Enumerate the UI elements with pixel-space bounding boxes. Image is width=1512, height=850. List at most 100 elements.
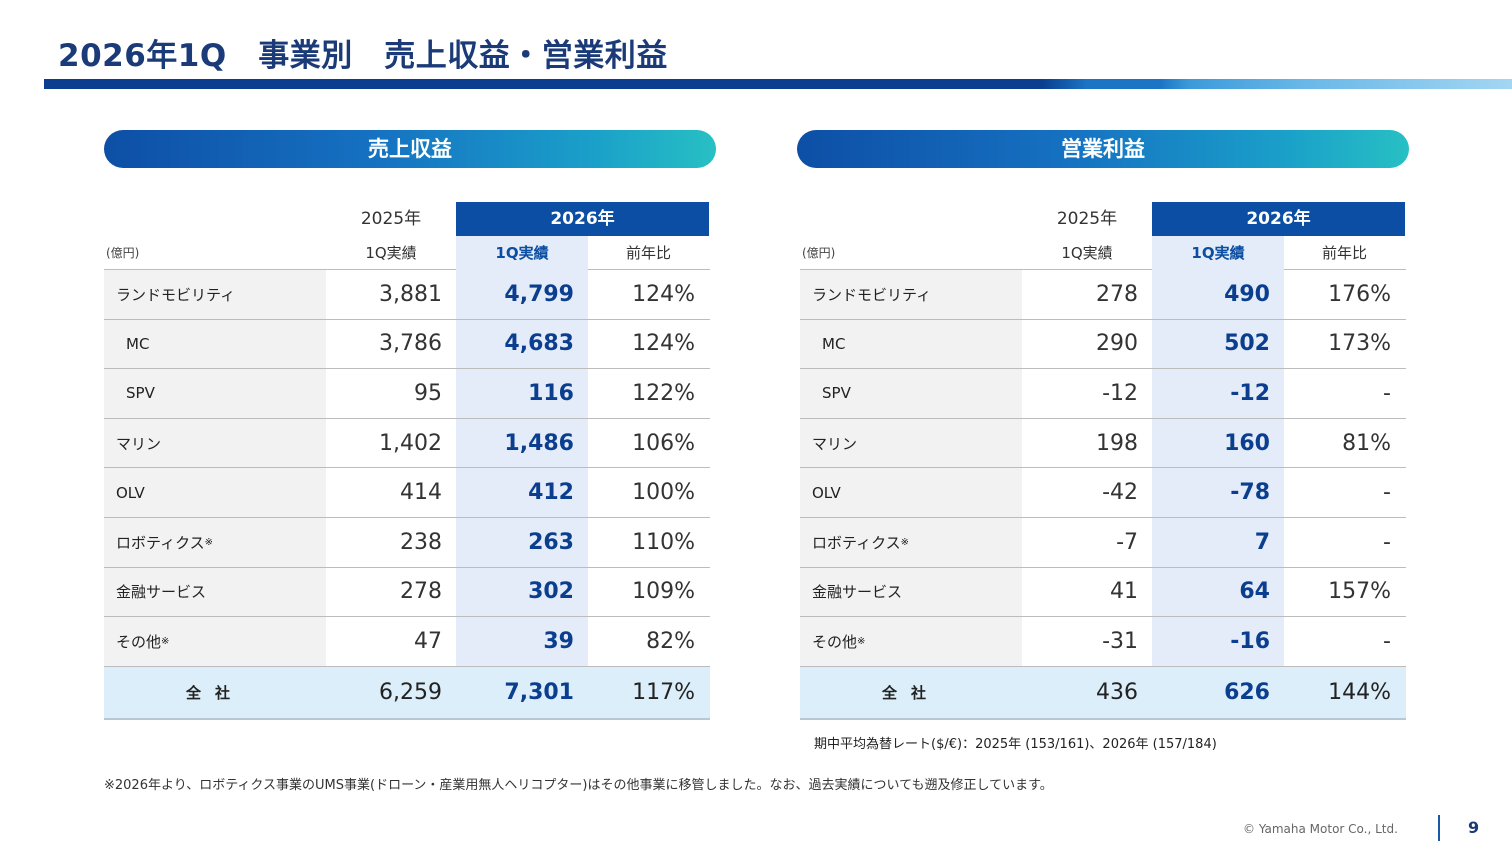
sales-row: ランドモビリティ 3,881 4,799 124%	[104, 270, 710, 320]
sales-row: OLV 414 412 100%	[104, 468, 710, 518]
sales-year-prev: 2025年	[360, 209, 422, 229]
profit-total-row: 全社 436 626 144%	[800, 666, 1406, 720]
sales-row: MC 3,786 4,683 124%	[104, 319, 710, 370]
sales-sub-ratio: 前年比	[625, 244, 671, 262]
sales-row-label-text: マリン	[116, 434, 162, 453]
profit-row: SPV -12 -12 -	[800, 369, 1406, 419]
profit-row-label-text: 金融サービス	[812, 583, 903, 602]
profit-row-cur: 160	[1152, 418, 1284, 468]
profit-row-label: マリン	[800, 418, 1022, 468]
fx-rate-note: 期中平均為替レート($/€)：2025年 (153/161)、2026年 (15…	[814, 737, 1217, 752]
sales-row-label: 金融サービス	[104, 567, 326, 617]
profit-row-ratio: 81%	[1342, 430, 1391, 456]
sales-row-ratio: 109%	[632, 579, 695, 605]
profit-row-label-text: その他	[812, 632, 858, 651]
sales-panel: 売上収益 2025年 2026年 (億円) 1Q実績 1Q実績 前年比 ランドモ…	[104, 130, 716, 720]
sales-row-ratio: 106%	[632, 430, 695, 456]
sales-row-label-text: その他	[116, 632, 162, 651]
profit-heading: 営業利益	[797, 130, 1409, 168]
profit-row-cur: 502	[1152, 319, 1284, 369]
profit-row-label-mark: ※	[857, 635, 866, 647]
sales-row-prev: 414	[400, 480, 442, 506]
sales-row: 金融サービス 278 302 109%	[104, 567, 710, 618]
sales-row-prev: 47	[414, 628, 442, 654]
sales-row-label-text: ランドモビリティ	[116, 285, 236, 304]
profit-row-prev: -7	[1116, 529, 1138, 555]
profit-year-prev: 2025年	[1056, 209, 1118, 229]
profit-row: その他 ※ -31 -16 -	[800, 617, 1406, 667]
sales-unit-label: (億円)	[106, 246, 140, 260]
profit-row-cur: -16	[1152, 617, 1284, 666]
profit-row-label: SPV	[800, 369, 1022, 418]
page-number: 9	[1468, 818, 1480, 837]
profit-row-prev: -42	[1102, 480, 1138, 506]
profit-row-label: MC	[800, 319, 1022, 369]
profit-row-prev: -31	[1102, 628, 1138, 654]
sales-row-label-mark: ※	[161, 635, 170, 647]
profit-sub-prev: 1Q実績	[1061, 244, 1113, 262]
profit-row-cur: -12	[1152, 369, 1284, 418]
profit-row: OLV -42 -78 -	[800, 468, 1406, 518]
sales-row-prev: 95	[414, 380, 442, 406]
sales-row-prev: 3,881	[379, 281, 442, 307]
profit-row-cur: -78	[1152, 468, 1284, 517]
sales-row-cur: 1,486	[456, 418, 588, 468]
profit-row-prev: 41	[1110, 579, 1138, 605]
profit-total-prev: 436	[1096, 679, 1138, 705]
profit-row-label-text: MC	[822, 334, 846, 353]
sales-row-label: MC	[104, 319, 326, 369]
profit-row-label: ランドモビリティ	[800, 270, 1022, 319]
page-title: 2026年1Q 事業別 売上収益・営業利益	[58, 38, 668, 74]
sales-heading: 売上収益	[104, 130, 716, 168]
profit-row: MC 290 502 173%	[800, 319, 1406, 370]
profit-row-ratio: -	[1383, 529, 1391, 555]
profit-row-label: その他 ※	[800, 617, 1022, 666]
profit-row-label: ロボティクス ※	[800, 517, 1022, 567]
profit-total-cur: 626	[1224, 679, 1270, 705]
profit-total-label: 全社	[881, 683, 940, 702]
sales-year-cur: 2026年	[456, 202, 709, 236]
sales-row-ratio: 124%	[632, 331, 695, 357]
sales-row-label: OLV	[104, 468, 326, 517]
sales-row-label-text: 金融サービス	[116, 583, 207, 602]
sales-total-ratio: 117%	[632, 679, 695, 705]
profit-row-ratio: -	[1383, 628, 1391, 654]
profit-row-ratio: -	[1383, 380, 1391, 406]
profit-row-label-text: マリン	[812, 434, 858, 453]
profit-total-ratio: 144%	[1328, 679, 1391, 705]
profit-row: マリン 198 160 81%	[800, 418, 1406, 469]
sales-row-prev: 238	[400, 529, 442, 555]
sales-row-label-text: MC	[126, 334, 150, 353]
sales-row-label-mark: ※	[204, 536, 214, 548]
sales-row-label: マリン	[104, 418, 326, 468]
profit-row-label-text: ロボティクス	[812, 533, 901, 552]
sales-sub-header: (億円) 1Q実績 1Q実績 前年比	[104, 236, 710, 270]
sales-row-label-text: OLV	[116, 483, 145, 502]
profit-row-cur: 490	[1152, 270, 1284, 319]
sales-row: その他 ※ 47 39 82%	[104, 617, 710, 667]
profit-row-cur: 64	[1152, 567, 1284, 617]
sales-row-ratio: 124%	[632, 281, 695, 307]
sales-row-ratio: 82%	[646, 628, 695, 654]
profit-sub-cur: 1Q実績	[1152, 236, 1284, 270]
sales-row-ratio: 122%	[632, 380, 695, 406]
sales-row-label-text: SPV	[126, 384, 155, 403]
footer-divider	[1438, 815, 1440, 841]
profit-row-ratio: 157%	[1328, 579, 1391, 605]
profit-row-prev: 290	[1096, 331, 1138, 357]
sales-row-ratio: 100%	[632, 480, 695, 506]
sales-row-prev: 278	[400, 579, 442, 605]
sales-row-label: ランドモビリティ	[104, 270, 326, 319]
profit-sub-header: (億円) 1Q実績 1Q実績 前年比	[800, 236, 1406, 270]
sales-row: SPV 95 116 122%	[104, 369, 710, 419]
profit-year-cur: 2026年	[1152, 202, 1405, 236]
sales-row-cur: 412	[456, 468, 588, 517]
sales-row-label: SPV	[104, 369, 326, 418]
profit-row-ratio: 173%	[1328, 331, 1391, 357]
profit-row-ratio: 176%	[1328, 281, 1391, 307]
copyright: © Yamaha Motor Co., Ltd.	[1243, 822, 1398, 836]
profit-row: ランドモビリティ 278 490 176%	[800, 270, 1406, 320]
profit-row-label-text: SPV	[822, 384, 851, 403]
sales-row-cur: 4,683	[456, 319, 588, 369]
profit-row-prev: -12	[1102, 380, 1138, 406]
